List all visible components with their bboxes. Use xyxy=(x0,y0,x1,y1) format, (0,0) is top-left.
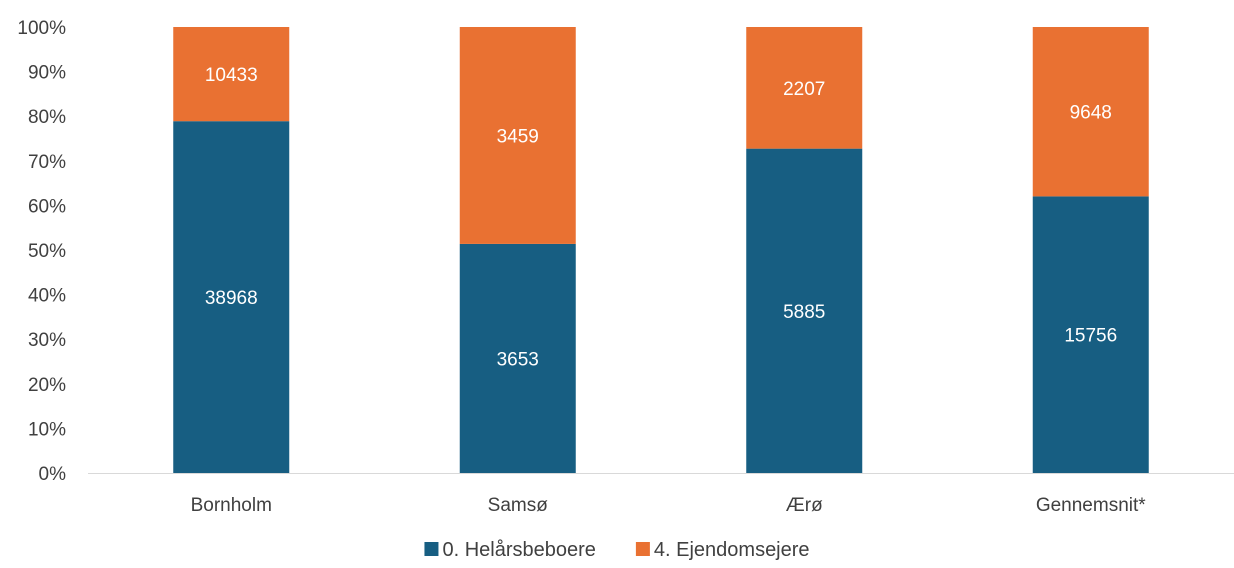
y-tick-label: 100% xyxy=(17,18,66,39)
legend: 0. Helårsbeboere 4. Ejendomsejere xyxy=(424,539,810,561)
x-tick-label: Ærø xyxy=(786,495,823,516)
y-tick-label: 90% xyxy=(28,63,66,84)
bar-segment xyxy=(746,27,863,149)
x-tick-label: Gennemsnit* xyxy=(1036,495,1146,516)
legend-swatch xyxy=(635,542,650,556)
bars-group: 38968 10433 3653 3459 5885 2207 15756 9648 xyxy=(173,27,1149,474)
bar-segment xyxy=(459,243,576,473)
data-label: 38968 xyxy=(205,288,258,309)
legend-label: 0. Helårsbeboere xyxy=(442,539,595,561)
y-tick-label: 40% xyxy=(28,286,66,307)
data-label: 3653 xyxy=(497,349,539,370)
bar-segment xyxy=(173,27,290,122)
data-label: 10433 xyxy=(205,65,258,86)
x-tick-label: Bornholm xyxy=(191,495,272,516)
bar-segment xyxy=(746,148,863,474)
y-tick-label: 10% xyxy=(28,419,66,440)
y-tick-label: 30% xyxy=(28,330,66,351)
bar-segment xyxy=(1032,27,1149,197)
y-tick-label: 70% xyxy=(28,152,66,173)
x-axis: Bornholm Samsø Ærø Gennemsnit* xyxy=(191,495,1147,516)
data-label: 15756 xyxy=(1064,326,1117,347)
y-axis: 0% 10% 20% 30% 40% 50% 60% 70% 80% 90% 100% xyxy=(17,18,66,485)
y-tick-label: 60% xyxy=(28,196,66,217)
y-tick-label: 80% xyxy=(28,107,66,128)
legend-label: 4. Ejendomsejere xyxy=(654,539,810,561)
y-tick-label: 20% xyxy=(28,375,66,396)
bar-segment xyxy=(1032,196,1149,473)
y-tick-label: 0% xyxy=(39,464,67,485)
x-tick-label: Samsø xyxy=(488,495,549,516)
data-label: 5885 xyxy=(783,302,825,323)
data-label: 9648 xyxy=(1070,103,1112,124)
bar-segment xyxy=(459,27,576,244)
y-tick-label: 50% xyxy=(28,241,66,262)
data-label: 3459 xyxy=(497,126,539,147)
bar-segment xyxy=(173,121,290,473)
legend-swatch xyxy=(424,542,439,556)
data-label: 2207 xyxy=(783,79,825,100)
